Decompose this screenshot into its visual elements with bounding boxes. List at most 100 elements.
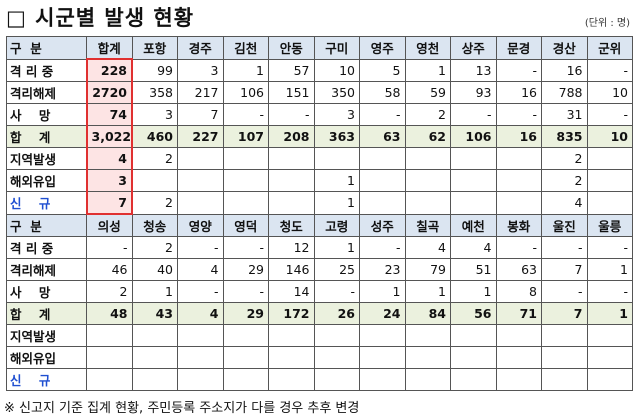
cell: 107 [222,125,269,148]
column-header: 안동 [268,36,315,60]
cell [359,324,406,347]
cell: 79 [404,258,451,281]
cell [131,324,178,347]
table-row: 합 계 48 43 4 29 172 26 24 84 56 71 7 1 [6,302,633,325]
cell [404,368,451,391]
cell: 59 [404,81,451,104]
column-header: 문경 [495,36,542,60]
cell: 25 [313,258,360,281]
table-row: 격 리 중 228 99 3 1 57 10 5 1 13-16- [6,58,633,82]
cell: - [86,236,133,259]
cell: 10 [586,125,633,148]
cell: 51 [450,258,497,281]
table-row: 해외유입 3 1 2 [6,169,633,192]
column-header: 군위 [586,36,633,60]
cell: - [222,236,269,259]
cell: 4 [541,191,588,215]
table: 구 분 합계 포항 경주 김천 안동 구미 영주 영천 상주 문경 경산 군위 격 리 중 228 99 3 1 5… [6,36,633,391]
cell: 24 [359,302,406,325]
table-row: 지역발생 4 2 2 [6,147,633,170]
table-row: 합 계 3,022 460 227 107 208 363 63 62 106 16 835 10 [6,125,633,148]
cell: 40 [131,258,178,281]
table-row: 지역발생 [6,324,633,347]
column-header: 합계 [86,36,133,60]
cell [404,147,451,170]
cell: 1 [404,58,451,82]
column-header: 구미 [313,36,360,60]
cell: 16 [495,125,542,148]
cell [268,191,315,215]
cell [495,324,542,347]
cell: 146 [268,258,315,281]
cell [450,324,497,347]
cell: 13 [450,58,497,82]
cell [268,324,315,347]
cell [586,368,633,391]
cell [222,346,269,369]
cell [268,147,315,170]
cell [177,368,224,391]
column-header: 청도 [268,213,315,237]
cell: - [222,103,269,126]
cell: 1 [313,169,360,192]
cell: - [359,103,406,126]
cell [404,346,451,369]
cell [495,368,542,391]
cell: 7 [541,258,588,281]
cell [541,324,588,347]
cell: 63 [359,125,406,148]
column-header: 청송 [131,213,178,237]
cell: - [177,280,224,303]
column-header: 봉화 [495,213,542,237]
row-label: 격 리 중 [6,58,87,82]
cell: 14 [268,280,315,303]
column-header: 칠곡 [404,213,451,237]
cell [495,169,542,192]
cell [177,191,224,215]
row-label: 합 계 [6,302,87,325]
cell [131,169,178,192]
cell [586,324,633,347]
cell [268,169,315,192]
cell: 2 [131,147,178,170]
cell: 228 [85,58,133,82]
cell: 172 [268,302,315,325]
cell: 1 [450,280,497,303]
cell: 71 [495,302,542,325]
footnote: ※ 신고지 기준 집계 현황, 주민등록 주소지가 다를 경우 추후 변경 [4,401,360,416]
cell: 350 [313,81,360,104]
cell [359,346,406,369]
cell: 12 [268,236,315,259]
row-label: 격리해제 [6,81,87,104]
cell: 358 [131,81,178,104]
table-row: 신 규 [6,368,633,391]
cell [222,147,269,170]
cell: 3 [313,103,360,126]
cell: 10 [313,58,360,82]
cell: 23 [359,258,406,281]
table-row: 사 망 74 3 7- -3-2- -31- [6,103,633,126]
cell: 16 [541,58,588,82]
row-label: 지역발생 [6,147,87,170]
cell: - [586,280,633,303]
column-header: 상주 [450,36,497,60]
cell: 31 [541,103,588,126]
column-header: 김천 [222,36,269,60]
cell [177,346,224,369]
cell: 29 [222,302,269,325]
cell: 4 [404,236,451,259]
cell [404,324,451,347]
cell: 1 [313,191,360,215]
cell: 62 [404,125,451,148]
cell: 8 [495,280,542,303]
cell: 63 [495,258,542,281]
cell: 3 [131,103,178,126]
row-label: 지역발생 [6,324,87,347]
cell: 74 [85,103,133,126]
column-header: 영덕 [222,213,269,237]
cell: 4 [177,302,224,325]
cell: 2 [131,191,178,215]
cell: - [495,103,542,126]
